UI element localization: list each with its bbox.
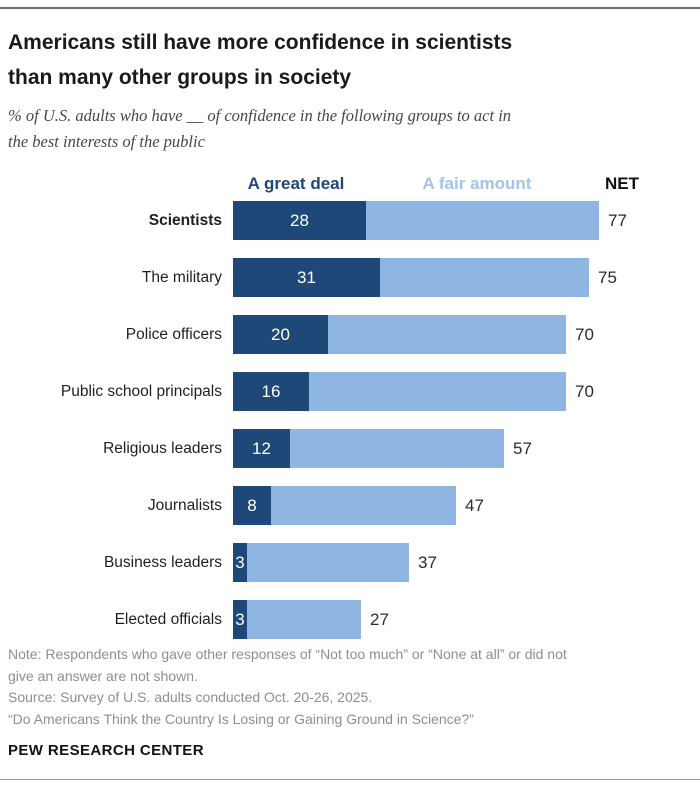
bar-fair-amount <box>309 372 566 411</box>
bar-group: 16 70 <box>233 372 594 411</box>
bar-group: 31 75 <box>233 258 617 297</box>
bar-fair-amount <box>247 543 409 582</box>
chart-row: Elected officials 3 27 <box>0 600 700 639</box>
bar-fair-amount <box>290 429 504 468</box>
chart-row: Public school principals 16 70 <box>0 372 700 411</box>
bar-group: 3 27 <box>233 600 389 639</box>
chart-row: Scientists 28 77 <box>0 201 700 240</box>
bar-value-label: 12 <box>252 438 271 458</box>
bar-great-deal: 16 <box>233 372 309 411</box>
chart-legend: A great deal A fair amount NET <box>0 174 700 194</box>
category-label: The military <box>141 268 222 286</box>
bottom-rule <box>0 779 700 780</box>
net-value: 77 <box>608 210 627 230</box>
bar-fair-amount <box>328 315 566 354</box>
net-value: 27 <box>370 609 389 629</box>
bar-group: 12 57 <box>233 429 532 468</box>
net-value: 37 <box>418 552 437 572</box>
legend-label-net: NET <box>605 174 639 193</box>
pew-wordmark: PEW RESEARCH CENTER <box>8 742 204 759</box>
source-line: Source: Survey of U.S. adults conducted … <box>8 689 373 705</box>
category-label: Journalists <box>147 496 222 514</box>
bar-great-deal: 12 <box>233 429 290 468</box>
chart-subtitle: % of U.S. adults who have __ of confiden… <box>8 103 692 155</box>
net-value: 57 <box>513 438 532 458</box>
category-label: Business leaders <box>103 553 222 571</box>
category-label: Police officers <box>125 325 222 343</box>
bar-value-label: 8 <box>247 495 257 515</box>
top-rule <box>0 7 700 9</box>
page-title-line-1: Americans still have more confidence in … <box>8 31 513 54</box>
category-label: Public school principals <box>60 382 222 400</box>
category-label: Scientists <box>148 211 222 229</box>
chart-subtitle-line-2: the best interests of the public <box>8 132 205 151</box>
bar-fair-amount <box>247 600 361 639</box>
bar-great-deal: 28 <box>233 201 366 240</box>
bar-value-label: 3 <box>235 552 245 572</box>
net-value: 70 <box>575 381 594 401</box>
bar-value-label: 16 <box>261 381 281 401</box>
net-value: 70 <box>575 324 594 344</box>
bar-fair-amount <box>366 201 599 240</box>
bar-group: 3 37 <box>233 543 437 582</box>
citation-line: “Do Americans Think the Country Is Losin… <box>8 710 474 727</box>
chart-row: Business leaders 3 37 <box>0 543 700 582</box>
category-label: Elected officials <box>114 610 222 628</box>
note-line-1: Note: Respondents who gave other respons… <box>8 646 567 662</box>
bar-fair-amount <box>271 486 456 525</box>
bar-great-deal: 31 <box>233 258 380 297</box>
bar-chart: Scientists 28 77 The military 31 75 Poli… <box>0 201 700 639</box>
bar-value-label: 3 <box>235 609 245 629</box>
bar-great-deal: 3 <box>233 600 247 639</box>
chart-row: Journalists 8 47 <box>0 486 700 525</box>
net-value: 75 <box>598 267 617 287</box>
note-line-2: give an answer are not shown. <box>8 667 198 684</box>
bar-great-deal: 3 <box>233 543 247 582</box>
bar-great-deal: 20 <box>233 315 328 354</box>
bar-value-label: 20 <box>271 324 290 344</box>
page-title-line-2: than many other groups in society <box>8 66 352 89</box>
chart-row: Police officers 20 70 <box>0 315 700 354</box>
bar-value-label: 28 <box>290 210 309 230</box>
bar-group: 20 70 <box>233 315 594 354</box>
chart-notes: Note: Respondents who gave other respons… <box>8 644 692 730</box>
category-label: Religious leaders <box>103 439 222 457</box>
page-title: Americans still have more confidence in … <box>8 25 692 95</box>
net-value: 47 <box>465 495 484 515</box>
chart-subtitle-line-1: % of U.S. adults who have __ of confiden… <box>8 106 512 125</box>
bar-great-deal: 8 <box>233 486 271 525</box>
bar-value-label: 31 <box>297 267 316 287</box>
chart-row: The military 31 75 <box>0 258 700 297</box>
chart-row: Religious leaders 12 57 <box>0 429 700 468</box>
legend-label-great-deal: A great deal <box>247 174 345 193</box>
legend-label-fair-amount: A fair amount <box>422 174 532 193</box>
bar-group: 8 47 <box>233 486 484 525</box>
bar-group: 28 77 <box>233 201 627 240</box>
bar-fair-amount <box>380 258 589 297</box>
